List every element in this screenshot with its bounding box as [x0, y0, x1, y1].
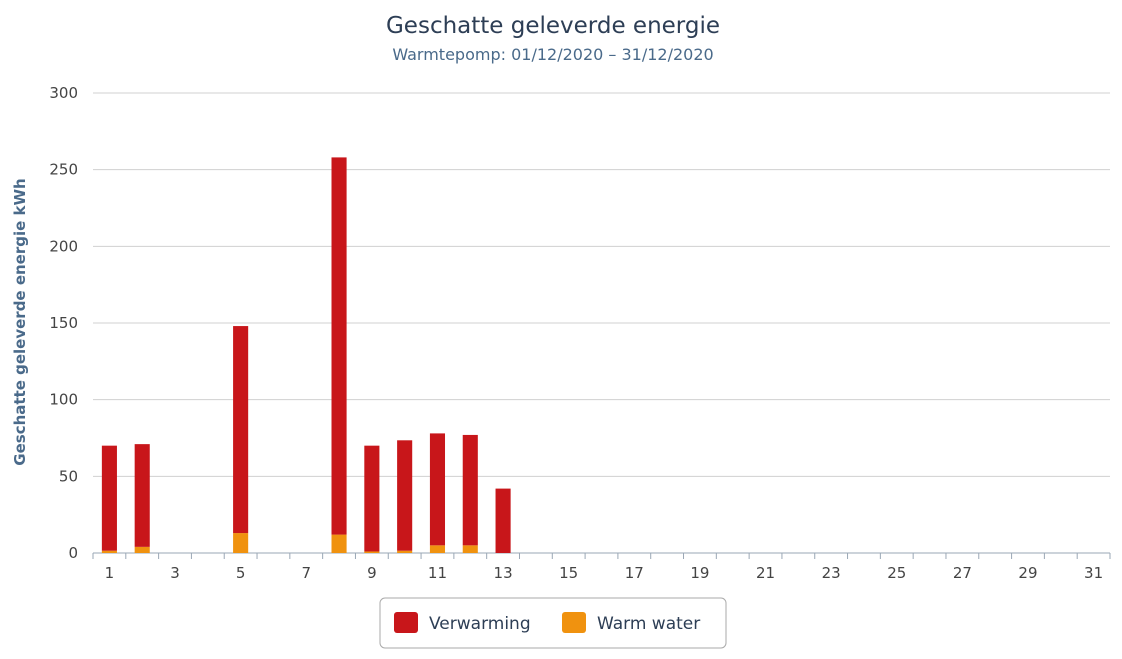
- x-tick-label: 23: [822, 564, 841, 582]
- bar-warm-water[interactable]: [233, 533, 249, 553]
- y-tick-label: 50: [59, 467, 78, 485]
- bar-warm-water[interactable]: [429, 545, 446, 553]
- bar-verwarming[interactable]: [101, 445, 117, 551]
- bar-warm-water[interactable]: [462, 545, 478, 553]
- x-tick-label: 9: [367, 564, 377, 582]
- x-tick-label: 5: [236, 564, 246, 582]
- y-tick-label: 0: [68, 544, 78, 562]
- x-tick-label: 29: [1018, 564, 1037, 582]
- x-tick-label: 7: [301, 564, 311, 582]
- x-tick-label: 13: [494, 564, 513, 582]
- bar-warm-water[interactable]: [101, 550, 117, 553]
- gridlines: [93, 92, 1110, 554]
- x-axis: 1 3 5 7 9 11 13 15 17 19 21 23 25 27 29 31: [92, 553, 1111, 582]
- bar-verwarming[interactable]: [397, 440, 413, 551]
- legend-box: [379, 597, 727, 649]
- x-tick-label: 11: [428, 564, 447, 582]
- x-tick-label: 19: [690, 564, 709, 582]
- bar-warm-water[interactable]: [364, 551, 380, 553]
- legend: Verwarming Warm water: [379, 597, 727, 649]
- bar-verwarming[interactable]: [233, 326, 249, 534]
- x-tick-label: 15: [559, 564, 578, 582]
- bar-verwarming[interactable]: [331, 157, 347, 535]
- bar-warm-water[interactable]: [331, 534, 347, 553]
- x-tick-label: 21: [756, 564, 775, 582]
- y-tick-label: 250: [49, 161, 78, 179]
- y-tick-label: 200: [49, 237, 78, 255]
- legend-label-verwarming[interactable]: Verwarming: [429, 614, 531, 634]
- bar-warm-water[interactable]: [134, 546, 150, 553]
- legend-label-warm-water[interactable]: Warm water: [597, 614, 700, 634]
- bar-verwarming[interactable]: [429, 433, 446, 546]
- y-axis: 0 50 100 150 200 250 300: [49, 84, 78, 562]
- x-tick-label: 25: [887, 564, 906, 582]
- legend-swatch-verwarming[interactable]: [394, 612, 418, 633]
- y-axis-label: Geschatte geleverde energie kWh: [11, 178, 29, 465]
- x-tick-label: 17: [625, 564, 644, 582]
- chart-title: Geschatte geleverde energie: [386, 13, 720, 39]
- x-tick-label: 31: [1084, 564, 1103, 582]
- bar-verwarming[interactable]: [495, 488, 511, 553]
- y-tick-label: 150: [49, 314, 78, 332]
- bar-warm-water[interactable]: [397, 550, 413, 553]
- x-tick-label: 1: [105, 564, 115, 582]
- bar-verwarming[interactable]: [364, 445, 380, 552]
- y-tick-label: 300: [49, 84, 78, 102]
- y-tick-label: 100: [49, 391, 78, 409]
- chart-subtitle: Warmtepomp: 01/12/2020 – 31/12/2020: [392, 45, 713, 64]
- x-tick-label: 3: [170, 564, 180, 582]
- legend-swatch-warm-water[interactable]: [562, 612, 586, 633]
- bars: [101, 157, 511, 553]
- bar-verwarming[interactable]: [462, 434, 478, 546]
- x-tick-label: 27: [953, 564, 972, 582]
- bar-verwarming[interactable]: [134, 444, 150, 547]
